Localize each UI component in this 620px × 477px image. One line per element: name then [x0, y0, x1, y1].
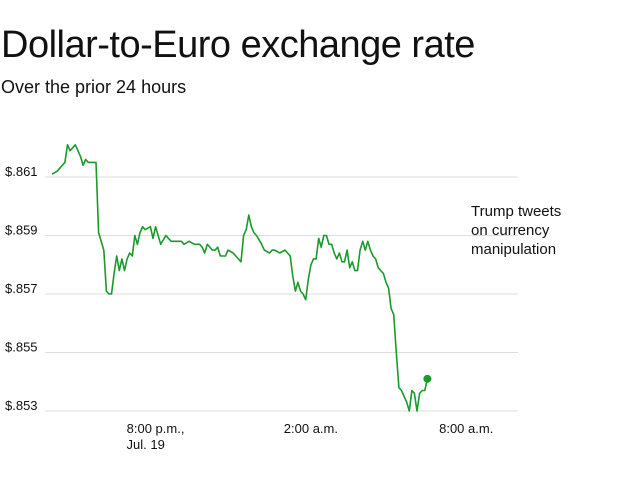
x-tick-label: 8:00 a.m.: [439, 421, 493, 436]
y-tick-label: $.857: [5, 281, 38, 296]
x-axis-labels: 8:00 p.m., Jul. 19 2:00 a.m. 8:00 a.m.: [127, 421, 494, 452]
y-axis-labels: $.861 $.859 $.857 $.855 $.853: [5, 164, 38, 413]
x-tick-label: 2:00 a.m.: [284, 421, 338, 436]
grid-layer: [45, 176, 518, 412]
chart-subtitle: Over the prior 24 hours: [1, 77, 187, 97]
x-tick-label: 8:00 p.m., Jul. 19: [127, 421, 185, 452]
series-layer: [51, 144, 432, 412]
chart-title: Dollar-to-Euro exchange rate: [1, 24, 475, 66]
y-tick-label: $.859: [5, 223, 38, 238]
x-tick-label-line: 2:00 a.m.: [284, 421, 338, 436]
y-tick-label: $.855: [5, 340, 38, 355]
x-tick-label-line: 8:00 a.m.: [439, 421, 493, 436]
x-tick-label-line: 8:00 p.m.,: [127, 421, 185, 436]
annotation-line: manipulation: [471, 241, 556, 258]
series-end-point: [423, 374, 432, 383]
annotation-line: Trump tweets: [471, 203, 561, 220]
y-tick-label: $.853: [5, 398, 38, 413]
annotation: Trump tweets on currency manipulation: [471, 203, 561, 258]
annotation-line: on currency: [471, 222, 550, 239]
series-line: [51, 144, 429, 412]
y-tick-label: $.861: [5, 164, 38, 179]
x-tick-label-line: Jul. 19: [127, 437, 165, 452]
